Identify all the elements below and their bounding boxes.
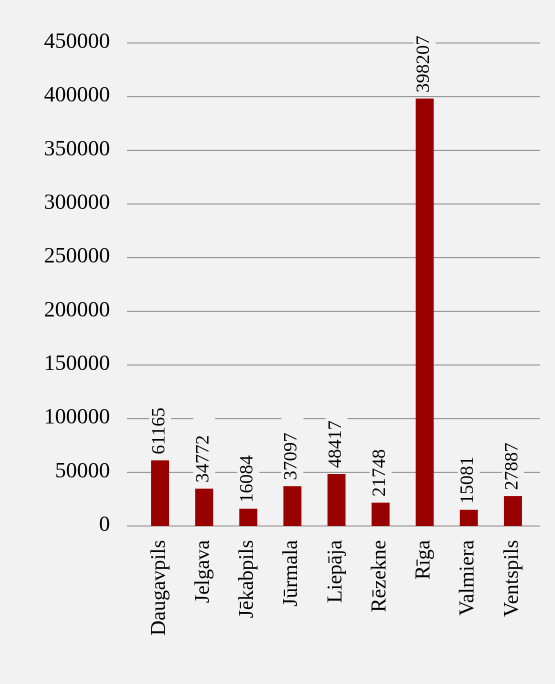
value-label-bg — [369, 430, 392, 499]
value-label: 48417 — [325, 421, 346, 469]
y-tick-label: 300000 — [44, 189, 110, 214]
y-tick-label: 0 — [99, 511, 110, 536]
value-label: 16084 — [237, 455, 258, 503]
bar — [327, 474, 346, 526]
value-label-bg — [501, 424, 524, 493]
bar — [151, 460, 170, 526]
value-label: 61165 — [148, 408, 169, 455]
value-label-bg — [193, 416, 216, 485]
value-label: 37097 — [281, 433, 302, 481]
value-label-bg — [325, 402, 348, 471]
value-label: 15081 — [457, 456, 478, 504]
y-tick-label: 450000 — [44, 28, 110, 53]
y-tick-label: 150000 — [44, 350, 110, 375]
x-tick-label: Jelgava — [190, 539, 214, 603]
value-label: 34772 — [193, 435, 214, 483]
value-label-bg — [237, 436, 260, 505]
bar — [195, 488, 214, 526]
x-tick-label: Jūrmala — [278, 539, 302, 606]
y-tick-label: 250000 — [44, 243, 110, 268]
y-tick-label: 100000 — [44, 404, 110, 429]
x-tick-label: Ventspils — [499, 540, 523, 617]
x-tick-label: Jēkabpils — [234, 540, 258, 618]
y-tick-label: 50000 — [55, 457, 110, 482]
x-tick-label: Daugavpils — [146, 540, 170, 636]
bar — [459, 509, 478, 526]
bar — [283, 486, 302, 526]
x-tick-label: Liepāja — [322, 539, 346, 603]
x-tick-label: Valmiera — [455, 539, 479, 615]
y-tick-label: 200000 — [44, 296, 110, 321]
x-tick-label: Rīga — [411, 539, 435, 579]
bar — [371, 502, 390, 526]
value-label-bg — [149, 388, 172, 457]
bar — [239, 508, 258, 526]
y-tick-label: 350000 — [44, 135, 110, 160]
value-label-bg — [281, 414, 304, 483]
bar — [415, 98, 434, 526]
value-label-bg — [413, 26, 436, 95]
bar — [503, 496, 522, 526]
value-label: 21748 — [369, 449, 390, 497]
value-label: 398207 — [413, 36, 434, 93]
y-tick-label: 400000 — [44, 82, 110, 107]
value-label: 27887 — [501, 443, 522, 491]
value-label-bg — [457, 437, 480, 506]
x-tick-label: Rēzekne — [366, 540, 390, 612]
